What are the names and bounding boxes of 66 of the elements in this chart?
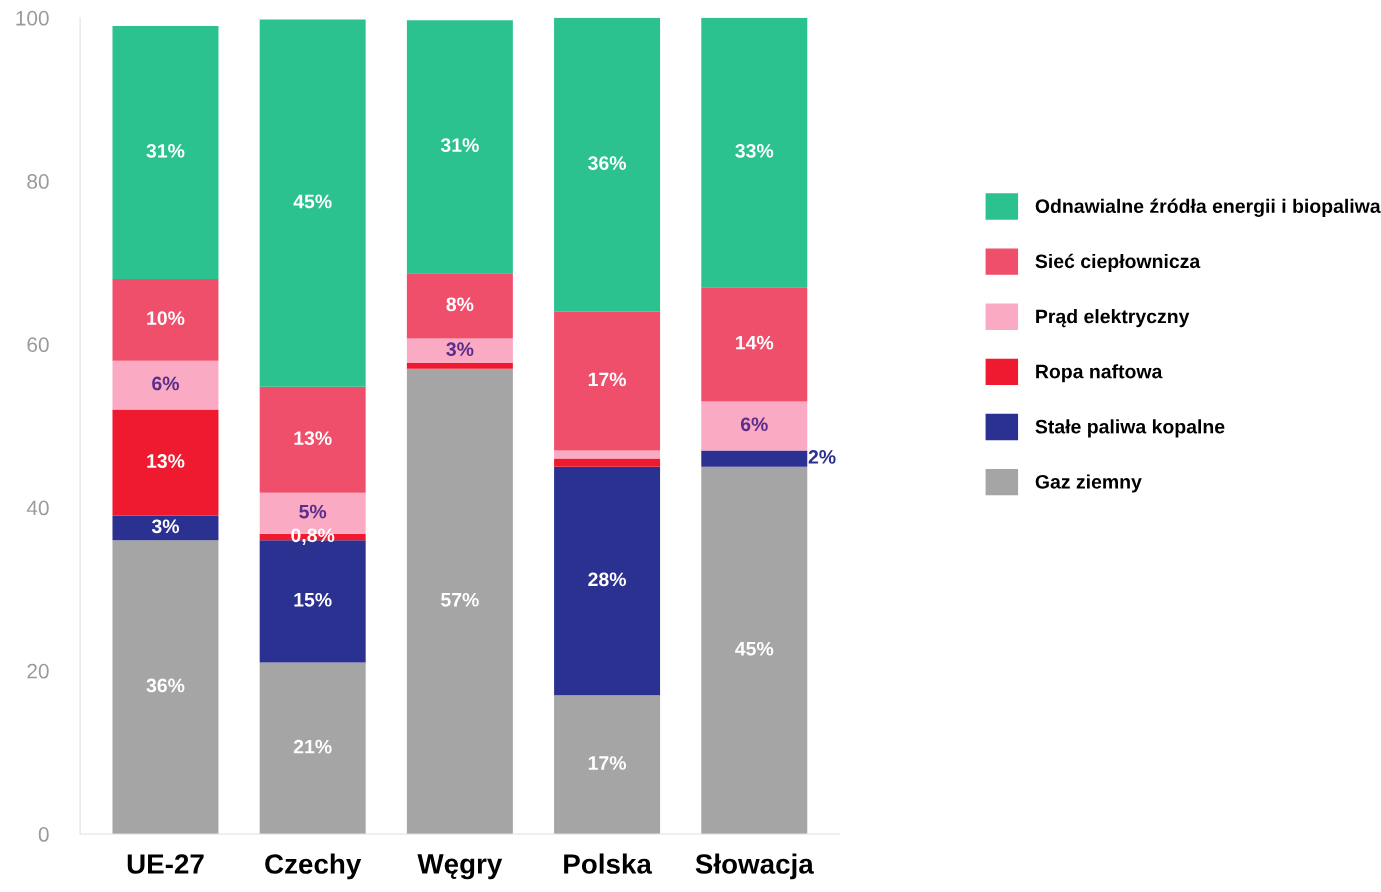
bar <box>701 466 808 835</box>
bar <box>701 287 808 402</box>
data-label: 21% <box>293 739 332 754</box>
data-label: 6% <box>152 376 180 391</box>
bar <box>554 458 661 467</box>
data-label: 5% <box>299 504 327 519</box>
bar <box>554 311 661 451</box>
bar <box>259 662 366 835</box>
bar <box>259 386 366 493</box>
data-label: 31% <box>440 138 479 153</box>
data-label: 3% <box>446 342 474 357</box>
data-label: 17% <box>588 372 627 387</box>
data-label: 45% <box>293 194 332 209</box>
data-label: 57% <box>441 592 479 607</box>
data-label: 45% <box>735 641 774 656</box>
data-label: 36% <box>146 678 185 693</box>
x-tick-label: Czechy <box>265 853 362 880</box>
y-tick-label: 100 <box>16 10 49 26</box>
data-label: 15% <box>294 592 332 607</box>
y-tick-label: 40 <box>26 500 49 516</box>
bar <box>406 273 513 339</box>
legend-label: Sieć ciepłownicza <box>1035 253 1201 273</box>
legend-label: Gaz ziemny <box>1035 474 1142 493</box>
data-label: 8% <box>446 297 474 312</box>
y-tick-label: 60 <box>27 337 49 353</box>
data-label: 14% <box>736 335 774 350</box>
bar <box>259 19 366 387</box>
bar <box>406 363 513 369</box>
bar <box>112 279 219 361</box>
bar <box>406 20 513 274</box>
x-tick-label: Węgry <box>417 854 503 880</box>
data-label: 2% <box>808 450 836 464</box>
x-tick-label: Polska <box>564 853 653 874</box>
y-tick-label: 0 <box>38 827 49 842</box>
bar <box>112 26 219 280</box>
bar <box>112 540 219 835</box>
legend-label: Ropa naftowa <box>1036 364 1163 383</box>
bar <box>701 17 808 288</box>
bar <box>406 368 513 835</box>
data-label: 17% <box>588 756 627 770</box>
bar <box>112 360 219 410</box>
data-label: 3% <box>151 519 180 534</box>
bar <box>112 409 219 516</box>
legend-label: Stałe paliwa kopalne <box>1035 419 1225 438</box>
data-label: 10% <box>147 311 185 326</box>
bar <box>406 338 513 364</box>
bar <box>554 466 661 696</box>
y-tick-label: 80 <box>27 174 49 189</box>
legend-label: Odnawialne źródła energii i biopaliwa <box>1035 198 1381 217</box>
data-label: 31% <box>146 143 185 158</box>
data-label: 28% <box>588 572 627 587</box>
data-label: 36% <box>588 156 627 170</box>
data-label: 33% <box>735 143 774 158</box>
bar <box>112 515 219 541</box>
bar <box>554 450 661 459</box>
data-label: 13% <box>147 454 185 468</box>
legend-label: Prąd elektryczny <box>1036 309 1190 328</box>
bar <box>554 17 661 312</box>
bar <box>701 401 808 451</box>
x-tick-label: UE-27 <box>127 854 204 874</box>
bar <box>701 450 808 467</box>
y-tick-label: 20 <box>27 663 49 679</box>
x-tick-label: Słowacja <box>695 853 814 880</box>
data-label: 6% <box>740 417 768 432</box>
bar <box>554 695 661 835</box>
data-label: 13% <box>294 431 332 446</box>
